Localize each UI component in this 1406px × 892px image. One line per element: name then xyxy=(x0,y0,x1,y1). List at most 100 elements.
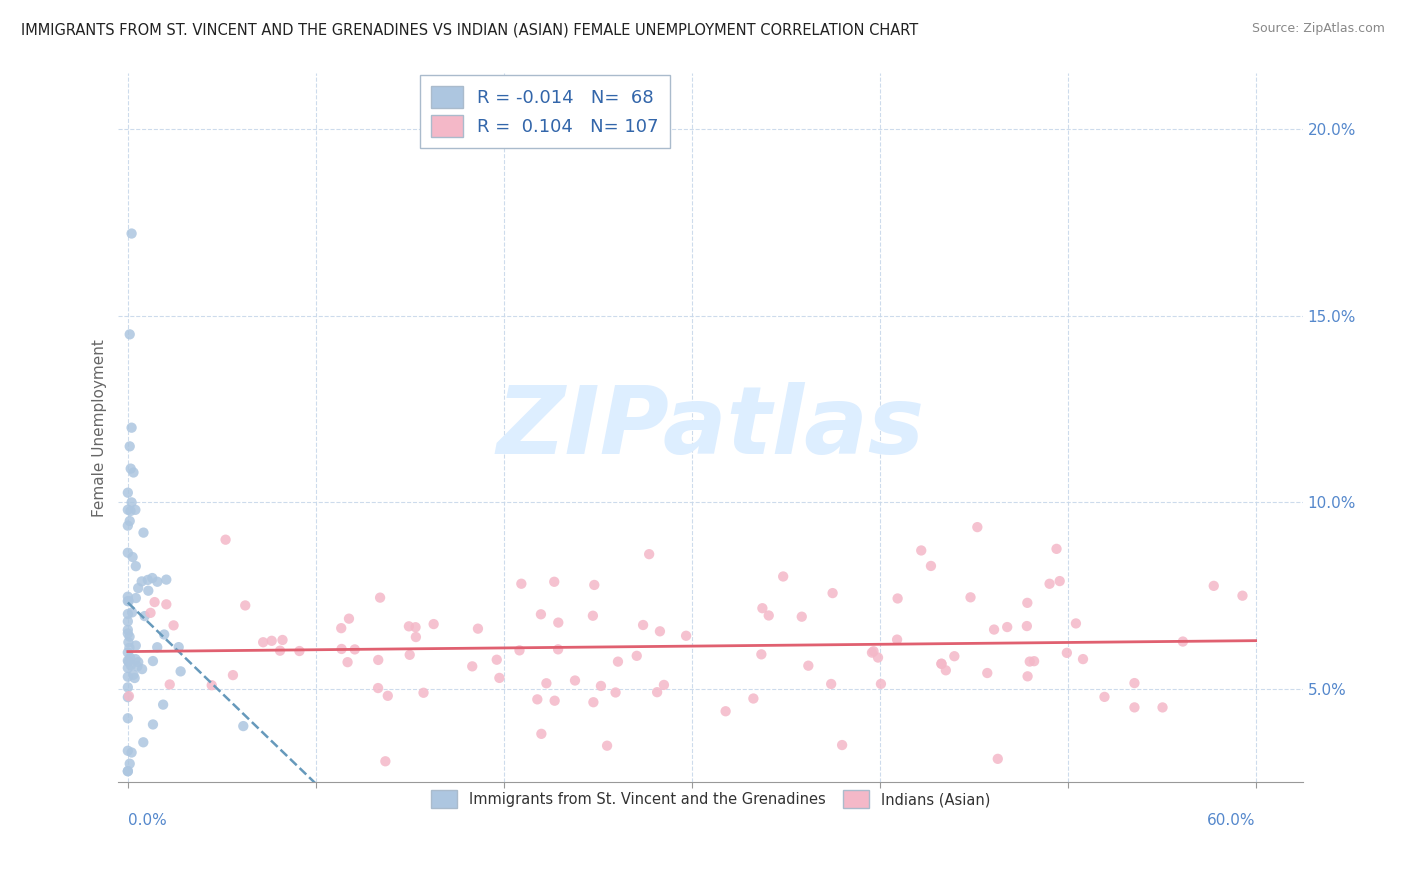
Point xyxy=(153,627,176,641)
Point xyxy=(1094,690,1116,704)
Point xyxy=(118,756,141,771)
Point xyxy=(117,670,139,684)
Point xyxy=(252,635,274,649)
Point xyxy=(122,668,145,682)
Point xyxy=(117,645,139,659)
Point xyxy=(117,655,139,669)
Point xyxy=(117,711,139,725)
Text: IMMIGRANTS FROM ST. VINCENT AND THE GRENADINES VS INDIAN (ASIAN) FEMALE UNEMPLOY: IMMIGRANTS FROM ST. VINCENT AND THE GREN… xyxy=(21,22,918,37)
Point xyxy=(124,652,146,666)
Point xyxy=(675,629,697,643)
Point xyxy=(589,679,612,693)
Point xyxy=(547,642,569,657)
Point xyxy=(120,461,142,475)
Point xyxy=(931,657,953,671)
Point xyxy=(214,533,236,547)
Point xyxy=(485,653,508,667)
Point xyxy=(120,658,142,673)
Point xyxy=(405,620,427,634)
Point xyxy=(648,624,671,639)
Point xyxy=(1071,652,1094,666)
Point xyxy=(1171,634,1194,648)
Point xyxy=(118,514,141,528)
Point xyxy=(790,609,813,624)
Point xyxy=(582,608,605,623)
Point xyxy=(367,681,389,695)
Point xyxy=(1015,619,1038,633)
Point xyxy=(117,681,139,695)
Point xyxy=(146,640,169,655)
Point xyxy=(162,618,184,632)
Point xyxy=(131,662,153,676)
Point xyxy=(995,620,1018,634)
Point xyxy=(117,623,139,637)
Point xyxy=(582,695,605,709)
Point xyxy=(742,691,765,706)
Point xyxy=(831,738,853,752)
Point xyxy=(1017,596,1039,610)
Text: ZIPatlas: ZIPatlas xyxy=(496,382,925,474)
Point xyxy=(118,594,141,608)
Point xyxy=(1123,676,1146,690)
Point xyxy=(125,591,148,605)
Point xyxy=(377,689,399,703)
Point xyxy=(374,754,396,768)
Point xyxy=(127,659,149,673)
Point xyxy=(125,559,148,574)
Point xyxy=(343,642,366,657)
Point xyxy=(155,597,177,611)
Point xyxy=(117,764,139,779)
Point xyxy=(398,619,420,633)
Point xyxy=(886,591,908,606)
Point xyxy=(169,665,191,679)
Point xyxy=(547,615,569,630)
Point xyxy=(167,640,190,654)
Point xyxy=(142,654,165,668)
Point xyxy=(117,690,139,705)
Point xyxy=(1152,700,1174,714)
Point xyxy=(117,661,139,675)
Point xyxy=(1049,574,1071,588)
Point xyxy=(1022,654,1045,668)
Point xyxy=(508,643,530,657)
Point xyxy=(398,648,420,662)
Point xyxy=(758,608,780,623)
Point xyxy=(222,668,245,682)
Point xyxy=(772,569,794,583)
Point xyxy=(330,642,353,657)
Point xyxy=(118,640,141,655)
Point xyxy=(860,646,883,660)
Point xyxy=(886,632,908,647)
Point xyxy=(260,633,283,648)
Point xyxy=(530,727,553,741)
Point xyxy=(117,607,139,621)
Point xyxy=(422,617,444,632)
Point xyxy=(797,658,820,673)
Point xyxy=(117,546,139,560)
Point xyxy=(367,653,389,667)
Point xyxy=(136,573,159,587)
Legend: Immigrants from St. Vincent and the Grenadines, Indians (Asian): Immigrants from St. Vincent and the Gren… xyxy=(425,785,995,814)
Point xyxy=(966,520,988,534)
Point xyxy=(121,420,143,434)
Point xyxy=(121,549,143,564)
Point xyxy=(143,595,166,609)
Point xyxy=(132,525,155,540)
Point xyxy=(1064,616,1087,631)
Point xyxy=(910,543,932,558)
Point xyxy=(139,606,162,620)
Point xyxy=(118,439,141,453)
Point xyxy=(118,327,141,342)
Point xyxy=(118,689,141,703)
Point xyxy=(120,650,142,665)
Point xyxy=(536,676,558,690)
Point xyxy=(583,578,606,592)
Point xyxy=(510,576,533,591)
Point xyxy=(117,518,139,533)
Point xyxy=(638,547,661,561)
Point xyxy=(1202,579,1225,593)
Point xyxy=(943,649,966,664)
Point xyxy=(1038,576,1060,591)
Point xyxy=(714,704,737,718)
Point xyxy=(526,692,548,706)
